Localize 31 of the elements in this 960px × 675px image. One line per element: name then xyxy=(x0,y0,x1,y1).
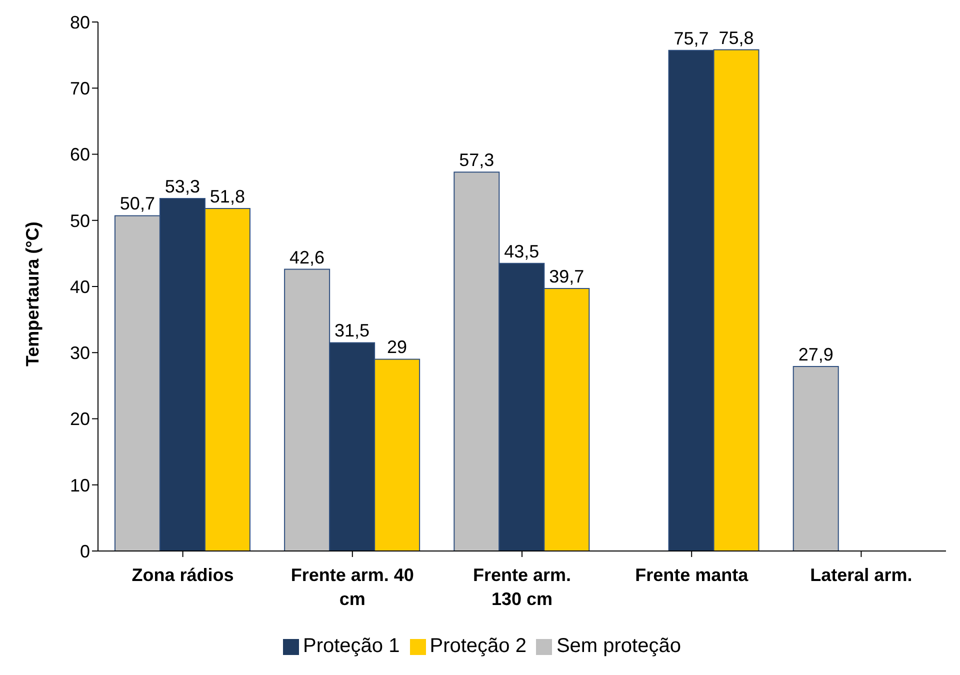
x-tick-label: Zona rádios xyxy=(132,565,234,585)
data-label: 42,6 xyxy=(290,247,325,268)
y-tick-label: 10 xyxy=(70,475,90,496)
data-label: 51,8 xyxy=(210,186,245,206)
data-label: 39,7 xyxy=(549,266,584,286)
y-tick-label: 50 xyxy=(70,210,90,231)
data-label: 43,5 xyxy=(504,241,540,262)
y-tick-label: 0 xyxy=(80,541,90,562)
data-label: 53,3 xyxy=(164,176,200,197)
x-tick-label: Frente manta xyxy=(635,565,750,585)
data-label: 57,3 xyxy=(459,150,494,170)
x-tick-label: Frente arm. 130 cm xyxy=(472,565,572,609)
data-label: 27,9 xyxy=(798,344,834,365)
y-tick-label: 60 xyxy=(70,144,90,165)
data-label: 29 xyxy=(387,337,408,358)
data-label: 75,8 xyxy=(718,28,754,48)
data-label: 50,7 xyxy=(120,194,155,214)
legend-label: Sem proteção xyxy=(556,635,681,657)
y-axis-title: Tempertaura (°C) xyxy=(22,222,42,366)
x-tick-label: Frente arm. 40 cm xyxy=(290,565,414,609)
bar xyxy=(792,366,839,551)
y-tick-label: 20 xyxy=(70,409,90,430)
y-tick-label: 40 xyxy=(70,276,90,297)
x-tick-label: Lateral arm. xyxy=(810,565,912,585)
legend-label: Proteção 1 xyxy=(303,635,400,657)
data-label: 75,7 xyxy=(674,28,709,48)
y-tick-label: 70 xyxy=(70,78,90,99)
data-label: 31,5 xyxy=(334,320,370,341)
y-tick-label: 30 xyxy=(70,343,90,364)
y-tick-label: 80 xyxy=(70,12,90,32)
legend-label: Proteção 2 xyxy=(430,635,526,657)
